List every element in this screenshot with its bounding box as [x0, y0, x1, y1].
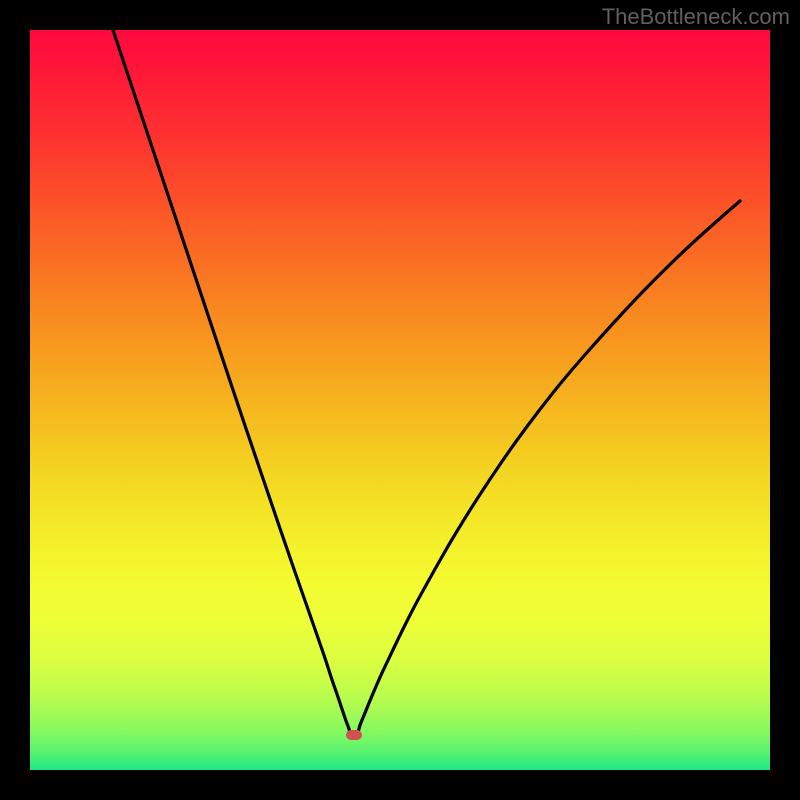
min-point-marker: [346, 730, 362, 740]
watermark-label: TheBottleneck.com: [602, 4, 790, 30]
chart-container: TheBottleneck.com: [0, 0, 800, 800]
bottleneck-chart: [0, 0, 800, 800]
chart-plot-area: [30, 30, 770, 770]
